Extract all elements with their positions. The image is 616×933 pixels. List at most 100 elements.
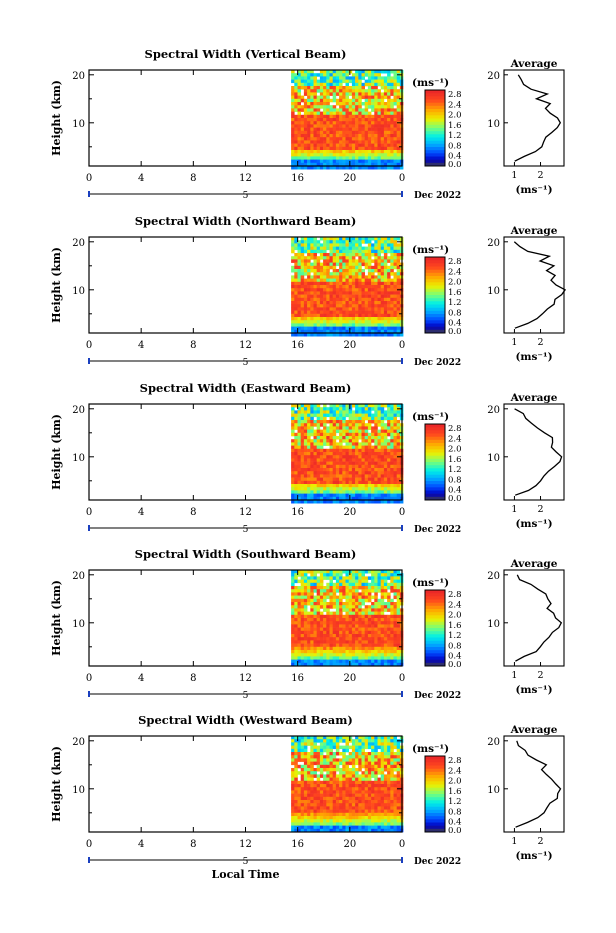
heatmap-cell [346, 73, 350, 77]
heatmap-cell [326, 452, 330, 456]
heatmap-cell [365, 253, 369, 257]
x-tick-label: 0 [399, 173, 405, 184]
heatmap-cell [355, 311, 359, 315]
heatmap-cell [310, 474, 314, 478]
heatmap-cell [352, 455, 356, 459]
heatmap-cell [390, 99, 394, 103]
heatmap-cell [365, 256, 369, 260]
heatmap-cell [310, 580, 314, 584]
heatmap-cell [326, 253, 330, 257]
heatmap-cell [310, 490, 314, 494]
heatmap-cell [323, 99, 327, 103]
heatmap-cell [320, 618, 324, 622]
heatmap-cell [384, 291, 388, 295]
heatmap-cell [352, 468, 356, 472]
heatmap-cell [374, 426, 378, 430]
heatmap-cell [371, 118, 375, 122]
heatmap-cell [307, 263, 311, 267]
heatmap-cells [291, 736, 403, 832]
heatmap-cell [397, 423, 401, 427]
heatmap-cell [291, 323, 295, 327]
heatmap-cell [339, 768, 343, 772]
heatmap-cell [333, 778, 337, 782]
heatmap-cell [310, 282, 314, 286]
heatmap-cell [390, 608, 394, 612]
heatmap-cell [365, 580, 369, 584]
heatmap-cell [368, 465, 372, 469]
heatmap-cell [323, 628, 327, 632]
x-tick-label: 8 [190, 173, 196, 184]
heatmap-cell [326, 140, 330, 144]
heatmap-cell [326, 602, 330, 606]
heatmap-cell [317, 768, 321, 772]
heatmap-cell [330, 624, 334, 628]
heatmap-cell [294, 439, 298, 443]
heatmap-cell [323, 596, 327, 600]
heatmap-cell [301, 605, 305, 609]
heatmap-cell [298, 615, 302, 619]
colorbar-segment [425, 600, 445, 604]
heatmap-cell [326, 739, 330, 743]
heatmap-cell [298, 749, 302, 753]
heatmap-cell [390, 414, 394, 418]
heatmap-cell [349, 86, 353, 90]
heatmap-cell [298, 131, 302, 135]
heatmap-cell [371, 755, 375, 759]
heatmap-cell [304, 80, 308, 84]
average-title: Average [510, 58, 558, 70]
heatmap-cell [304, 768, 308, 772]
heatmap-cell [384, 150, 388, 154]
heatmap-cell [362, 417, 366, 421]
heatmap-cell [349, 256, 353, 260]
heatmap-cell [336, 102, 340, 106]
heatmap-cell [320, 417, 324, 421]
heatmap-cell [339, 291, 343, 295]
heatmap-cell [374, 589, 378, 593]
heatmap-cell [307, 150, 311, 154]
heatmap-cell [333, 426, 337, 430]
heatmap-cell [307, 108, 311, 112]
heatmap-cell [397, 778, 401, 782]
heatmap-cell [330, 298, 334, 302]
heatmap-cell [314, 240, 318, 244]
heatmap-cell [384, 644, 388, 648]
heatmap-cell [362, 650, 366, 654]
heatmap-cell [346, 102, 350, 106]
heatmap-cell [317, 240, 321, 244]
heatmap-cell [371, 660, 375, 664]
heatmap-cell [301, 137, 305, 141]
heatmap-cell [358, 576, 362, 580]
heatmap-cell [326, 156, 330, 160]
heatmap-cell [294, 420, 298, 424]
heatmap-cell [333, 288, 337, 292]
heatmap-cell [310, 89, 314, 93]
heatmap-cell [314, 124, 318, 128]
heatmap-cell [352, 755, 356, 759]
heatmap-cell [307, 771, 311, 775]
heatmap-cell [346, 285, 350, 289]
heatmap-cell [298, 481, 302, 485]
heatmap-cell [352, 83, 356, 87]
heatmap-cell [294, 478, 298, 482]
heatmap-cell [371, 291, 375, 295]
heatmap-cell [349, 124, 353, 128]
heatmap-cell [333, 634, 337, 638]
heatmap-cell [330, 118, 334, 122]
heatmap-cell [307, 323, 311, 327]
heatmap-cell [397, 765, 401, 769]
heatmap-cell [291, 153, 295, 157]
heatmap-cell [342, 410, 346, 414]
heatmap-cell [342, 487, 346, 491]
colorbar-segment [425, 625, 445, 629]
heatmap-cell [381, 656, 385, 660]
heatmap-cell [323, 576, 327, 580]
heatmap-cell [352, 621, 356, 625]
heatmap-cell [323, 298, 327, 302]
heatmap-cell [378, 285, 382, 289]
x-tick-label: 0 [399, 507, 405, 518]
colorbar-segment [425, 295, 445, 299]
heatmap-cell [307, 647, 311, 651]
heatmap-cell [336, 462, 340, 466]
heatmap-cell [333, 621, 337, 625]
heatmap-cell [387, 150, 391, 154]
